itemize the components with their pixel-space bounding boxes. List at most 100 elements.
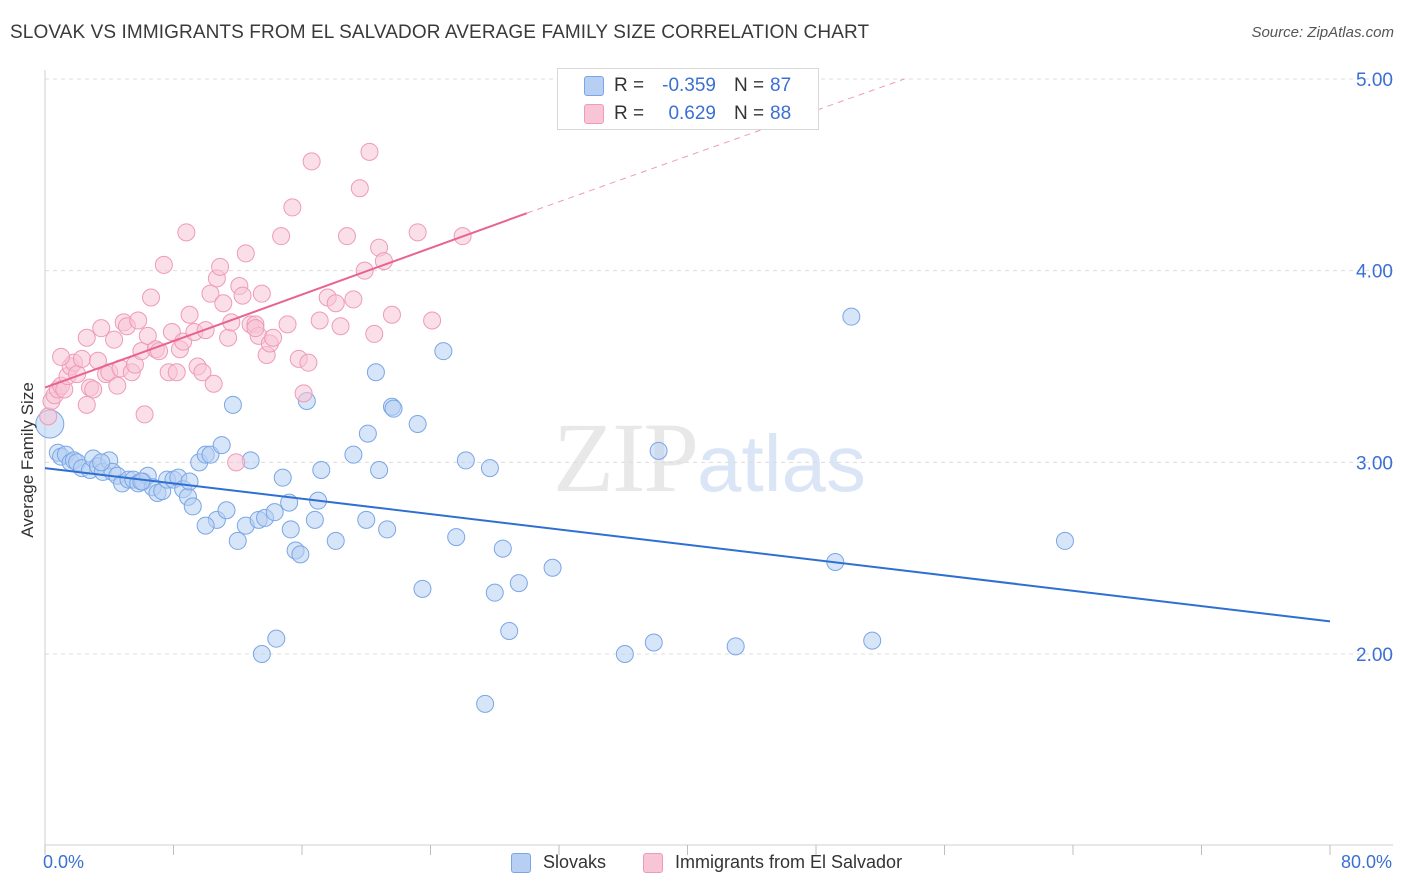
el-salvador-point [105, 330, 124, 349]
slovaks-point [281, 520, 300, 539]
el-salvador-point [382, 305, 401, 324]
slovaks-point [493, 539, 512, 558]
slovaks-trend-line [44, 467, 1331, 623]
legend-row-el-salvador: R = 0.629 N = 88 [558, 100, 818, 128]
slovaks-point [726, 637, 745, 656]
slovaks-point [267, 629, 286, 648]
legend-item-slovaks[interactable]: Slovaks [511, 852, 606, 873]
y-tick-label: 3.00 [1356, 453, 1393, 474]
legend-item-el-salvador[interactable]: Immigrants from El Salvador [643, 852, 902, 873]
slovaks-point [305, 510, 324, 529]
el-salvador-point [39, 407, 58, 426]
source-credit: Source: ZipAtlas.com [1251, 24, 1394, 41]
slovaks-point [265, 503, 284, 522]
el-salvador-point [423, 311, 442, 330]
slovaks-point [358, 424, 377, 443]
el-salvador-point [337, 227, 356, 246]
el-salvador-point [408, 223, 427, 242]
slovaks-point [312, 461, 331, 479]
series-legend: Slovaks Immigrants from El Salvador [0, 852, 1406, 878]
grid-lines [45, 78, 1393, 655]
slovaks-points [35, 307, 1074, 713]
trend-lines [44, 78, 1331, 623]
el-salvador-point [365, 324, 384, 343]
y-tick-labels: 2.00 3.00 4.00 5.00 [1356, 70, 1393, 666]
el-salvador-point [201, 284, 220, 303]
el-salvador-point [302, 152, 321, 171]
el-salvador-point [135, 405, 154, 424]
chart-title: SLOVAK VS IMMIGRANTS FROM EL SALVADOR AV… [10, 22, 870, 43]
el-salvador-point [211, 257, 230, 276]
el-salvador-point [177, 223, 196, 242]
slovaks-point [413, 579, 432, 598]
y-tick-label: 2.00 [1356, 645, 1393, 666]
slovaks-point [344, 445, 363, 464]
el-salvador-trend-line [44, 212, 528, 389]
el-salvador-point [233, 286, 252, 305]
slovaks-point [370, 461, 389, 479]
legend-n-label: N = [734, 75, 765, 96]
slovaks-point [543, 558, 562, 577]
el-salvador-point [154, 255, 173, 274]
slovaks-point [1055, 531, 1074, 550]
el-salvador-point [355, 261, 374, 280]
slovaks-point [615, 645, 634, 663]
watermark-atlas: atlas [697, 419, 866, 508]
y-axis-label: Average Family Size [18, 382, 37, 538]
el-salvador-point [272, 227, 291, 246]
el-salvador-point [283, 198, 302, 217]
slovaks-point [649, 441, 668, 460]
el-salvador-point [142, 288, 161, 307]
watermark: ZIPatlas [553, 400, 866, 515]
el-salvador-point [227, 453, 246, 472]
slovaks-point [434, 342, 453, 361]
slovaks-point [863, 631, 882, 650]
el-salvador-point [92, 319, 111, 338]
legend-swatch-blue [511, 852, 531, 873]
x-tick-min: 0.0% [43, 852, 85, 872]
legend-label-el-salvador: Immigrants from El Salvador [675, 852, 903, 872]
slovaks-point [92, 453, 111, 472]
el-salvador-point [72, 349, 91, 368]
slovaks-point [132, 472, 151, 491]
legend-n-label: N = [734, 103, 765, 124]
el-salvador-point [214, 294, 233, 313]
slovaks-point [180, 472, 199, 491]
el-salvador-point [252, 284, 271, 303]
el-salvador-point [326, 294, 345, 313]
legend-n-value: 87 [770, 75, 792, 96]
el-salvador-point [310, 311, 329, 330]
el-salvador-point [193, 363, 212, 382]
el-salvador-trend-extension [526, 78, 905, 214]
slovaks-point [228, 531, 247, 550]
slovaks-point [842, 307, 861, 326]
slovaks-point [509, 574, 528, 593]
legend-swatch-pink [584, 104, 604, 124]
correlation-legend: R = -0.359 N = 87 R = 0.629 N = 88 [557, 68, 819, 130]
el-salvador-point [299, 353, 318, 372]
el-salvador-point [278, 315, 297, 334]
axes [44, 70, 1393, 855]
slovaks-point [217, 501, 236, 520]
el-salvador-point [360, 142, 379, 161]
legend-r-value: 0.629 [668, 103, 716, 124]
slovaks-point [500, 622, 519, 640]
y-tick-label: 5.00 [1356, 70, 1393, 91]
el-salvador-point [344, 290, 363, 309]
slovaks-point [456, 451, 475, 470]
watermark-zip: ZIP [553, 402, 699, 513]
legend-r-label: R = [614, 103, 645, 124]
slovaks-point [326, 531, 345, 550]
el-salvador-point [331, 317, 350, 336]
el-salvador-point [150, 342, 169, 361]
slovaks-point [252, 645, 271, 663]
el-salvador-point [77, 395, 96, 414]
slovaks-point [212, 436, 231, 455]
el-salvador-point [77, 328, 96, 347]
legend-r-label: R = [614, 75, 645, 96]
el-salvador-point [84, 380, 103, 399]
el-salvador-point [294, 384, 313, 403]
slovaks-point [485, 583, 504, 602]
slovaks-point [476, 694, 495, 713]
